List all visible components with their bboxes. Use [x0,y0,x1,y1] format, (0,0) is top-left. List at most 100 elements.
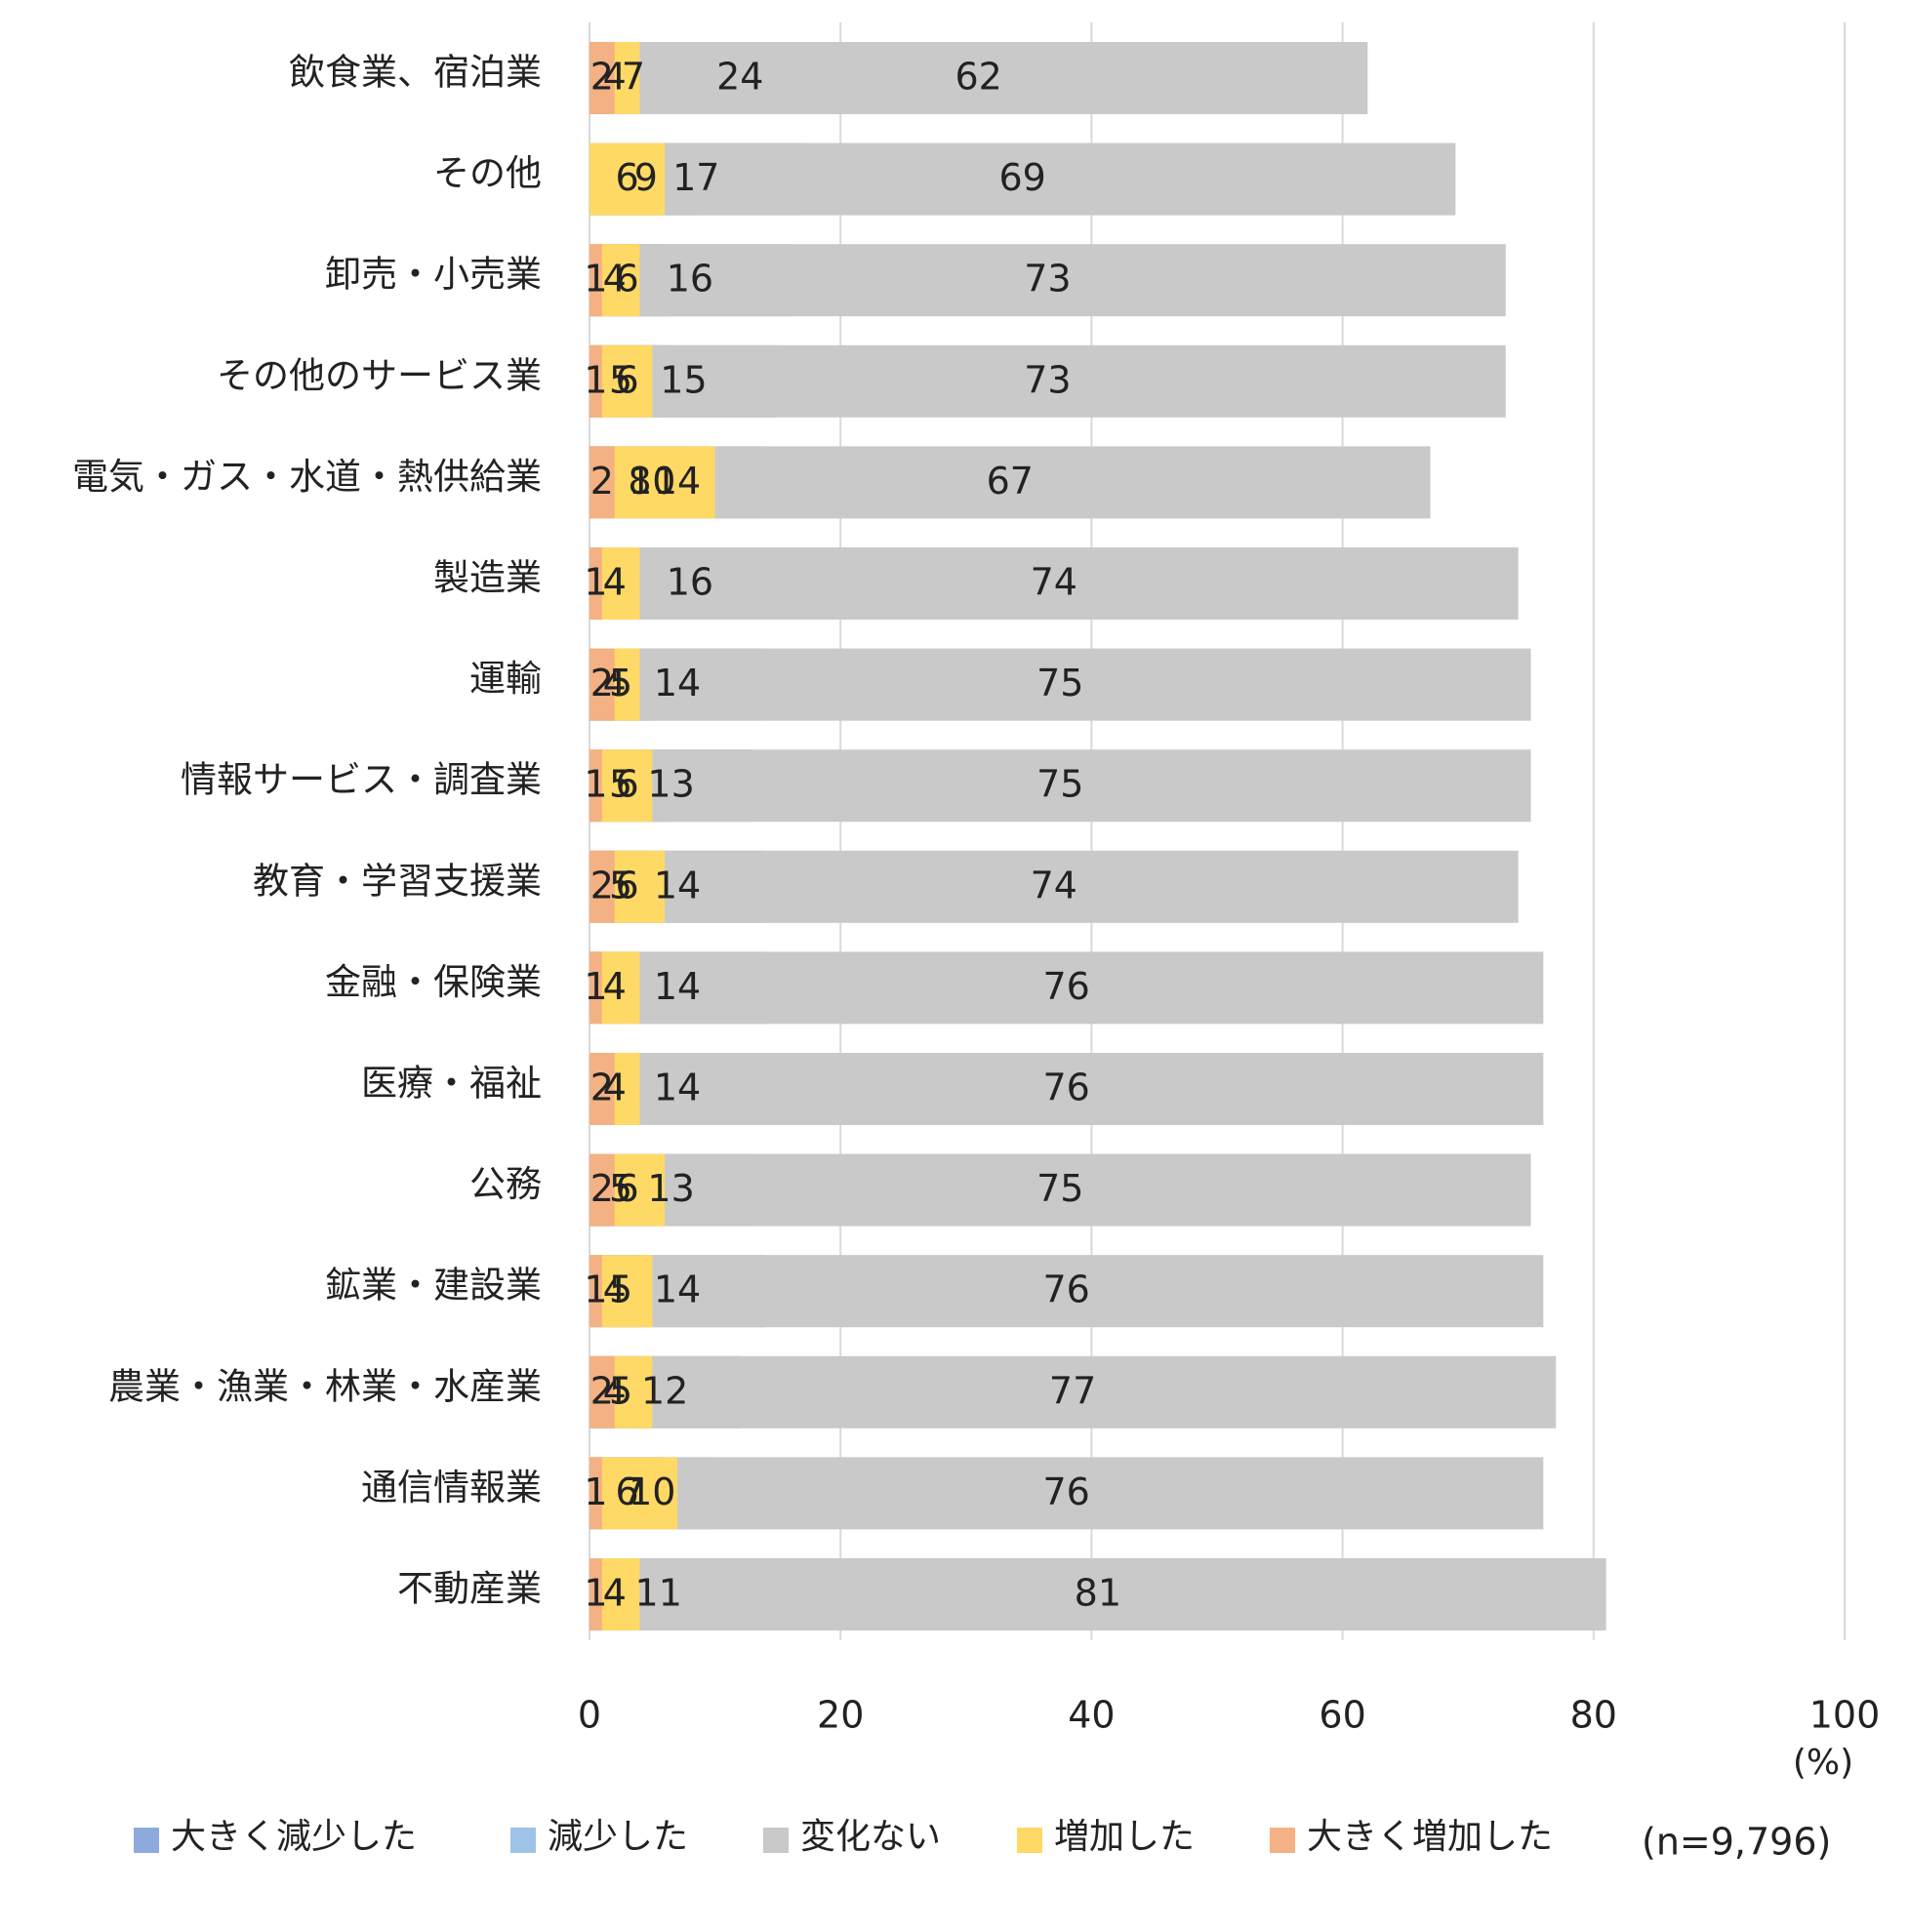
bar-segment-15-2 [589,1558,1606,1630]
data-label-0-4: 2 [590,56,614,99]
data-label-9-3: 4 [603,965,627,1008]
data-label-10-1: 14 [654,1067,701,1109]
category-label-13: 農業・漁業・林業・水産業 [108,1365,542,1407]
data-label-12-2: 76 [1043,1268,1090,1311]
data-label-13-0: 4 [603,1369,627,1412]
bar-segment-12-4 [589,1255,602,1328]
bar-segment-3-2 [589,344,1506,418]
data-label-5-1: 16 [667,561,713,604]
data-label-4-4: 2 [590,460,614,503]
x-tick-label-80: 80 [1570,1694,1617,1737]
bar-segment-12-2 [589,1255,1544,1328]
bar-segment-2-4 [589,244,602,317]
data-label-6-2: 75 [1036,662,1083,704]
x-axis-ticks: 0 20 40 60 80 100 (%) [578,1694,1880,1784]
legend-label-0: 大きく減少した [171,1817,417,1857]
bar-segment-11-4 [589,1153,615,1227]
data-label-12-1: 14 [654,1268,701,1311]
category-label-0: 飲食業、宿泊業 [289,52,542,94]
bar-segment-4-2 [589,446,1431,519]
data-label-10-4: 2 [590,1067,614,1109]
bar-segment-8-2 [589,850,1519,923]
bar-segment-5-4 [589,547,602,620]
category-label-6: 運輸 [469,658,542,700]
category-label-8: 教育・学習支援業 [253,860,542,902]
data-label-6-1: 14 [654,662,701,704]
bar-segment-0-4 [589,42,615,114]
data-label-3-2: 73 [1024,358,1071,401]
bar-segment-7-4 [589,749,602,823]
x-tick-label-60: 60 [1319,1694,1365,1737]
category-label-15: 不動産業 [397,1568,542,1610]
legend: 大きく減少した 減少した 変化ない 増加した 大きく増加した (n=9,796) [134,1817,1831,1864]
legend-label-2: 変化ない [800,1817,941,1857]
data-label-1-2: 69 [998,156,1045,199]
bar-segment-2-2 [589,244,1506,317]
bar-segment-3-4 [589,344,602,418]
bar-segment-1-2 [589,142,1456,216]
category-label-4: 電気・ガス・水道・熱供給業 [72,456,542,498]
category-label-9: 金融・保険業 [325,961,542,1003]
bar-segment-13-2 [589,1355,1557,1429]
category-label-3: その他のサービス業 [217,354,542,396]
bars [589,42,1606,1630]
bar-segment-11-2 [589,1153,1531,1227]
data-label-12-3: 5 [609,1268,632,1311]
data-label-3-4: 1 [584,358,607,401]
data-label-11-0: 5 [609,1167,632,1210]
bar-segment-10-4 [589,1053,615,1125]
bar-segment-14-3 [589,1457,678,1530]
data-label-0-1: 24 [716,56,763,99]
data-label-14-1: 10 [629,1470,675,1513]
data-label-13-4: 2 [590,1369,614,1412]
data-label-8-2: 74 [1031,864,1077,906]
data-label-4-1: 14 [654,460,701,503]
data-label-4-3: 10 [629,460,675,503]
data-label-1-3: 6 [615,156,638,199]
category-label-5: 製造業 [433,557,542,599]
data-label-10-2: 76 [1043,1067,1090,1109]
data-label-0-3: 4 [603,56,627,99]
data-label-8-0: 5 [609,864,632,906]
data-label-10-0: 4 [603,1067,627,1109]
data-label-2-3: 4 [603,258,627,301]
data-label-11-1: 13 [647,1167,694,1210]
bar-segment-14-2 [589,1457,1544,1530]
data-label-13-3: 5 [609,1369,632,1412]
data-label-7-4: 1 [584,763,607,806]
data-label-11-3: 6 [615,1167,638,1210]
data-label-5-4: 1 [584,561,607,604]
data-label-14-0: 6 [615,1470,638,1513]
bar-segment-15-4 [589,1558,602,1630]
data-label-8-3: 6 [615,864,638,906]
data-label-1-0: 9 [634,156,658,199]
legend-label-4: 大きく増加した [1307,1817,1553,1857]
data-label-7-2: 75 [1036,763,1083,806]
category-label-10: 医療・福祉 [361,1063,542,1105]
x-tick-label-20: 20 [817,1694,864,1737]
data-label-3-0: 6 [615,358,638,401]
data-label-5-2: 74 [1031,561,1077,604]
data-label-2-0: 6 [615,258,638,301]
data-label-14-3: 7 [622,1470,645,1513]
data-label-15-3: 4 [603,1572,627,1615]
data-label-8-4: 2 [590,864,614,906]
bar-segment-5-2 [589,547,1519,620]
data-label-9-1: 14 [654,965,701,1008]
bar-segment-8-4 [589,850,615,923]
data-label-4-2: 67 [987,460,1034,503]
data-label-15-1: 11 [635,1572,682,1615]
data-label-7-1: 13 [647,763,694,806]
bar-segment-0-2 [589,42,1368,114]
category-label-14: 通信情報業 [361,1467,542,1509]
data-label-2-2: 73 [1024,258,1071,301]
data-label-12-4: 1 [584,1268,607,1311]
data-label-8-1: 14 [654,864,701,906]
data-label-15-0: 4 [603,1572,627,1615]
data-label-15-2: 81 [1075,1572,1121,1615]
sample-size-note: (n=9,796) [1642,1821,1831,1864]
legend-swatch-1 [510,1828,536,1853]
